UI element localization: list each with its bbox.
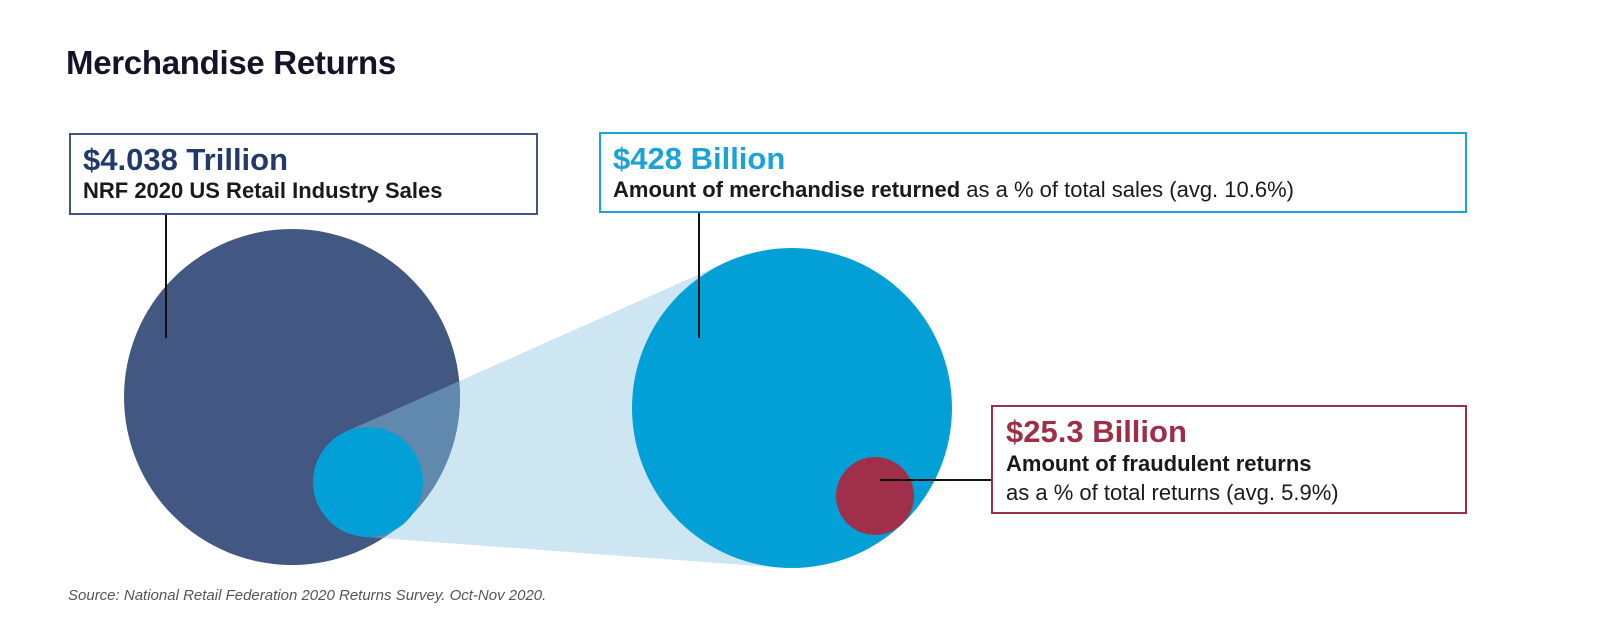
callout-fraudulent: $25.3 Billion Amount of fraudulent retur… — [991, 405, 1467, 514]
bubble-fraudulent — [836, 457, 914, 535]
desc-total-sales: NRF 2020 US Retail Industry Sales — [83, 178, 443, 203]
amount-total-sales: $4.038 Trillion — [83, 142, 289, 177]
desc-returned-rest: as a % of total sales (avg. 10.6%) — [960, 177, 1294, 202]
desc-fraudulent-bold: Amount of fraudulent returns — [1006, 451, 1312, 476]
desc-returned: Amount of merchandise returned as a % of… — [613, 176, 1453, 204]
amount-fraudulent: $25.3 Billion — [1006, 414, 1187, 449]
source-note: Source: National Retail Federation 2020 … — [68, 587, 547, 604]
desc-fraudulent-rest: as a % of total returns (avg. 5.9%) — [1006, 480, 1339, 505]
chart-title: Merchandise Returns — [66, 44, 396, 81]
callout-returned: $428 Billion Amount of merchandise retur… — [599, 132, 1467, 213]
amount-returned: $428 Billion — [613, 141, 786, 176]
callout-total-sales: $4.038 Trillion NRF 2020 US Retail Indus… — [69, 133, 538, 215]
desc-returned-bold: Amount of merchandise returned — [613, 177, 961, 202]
bubble-returned-small — [313, 427, 423, 537]
